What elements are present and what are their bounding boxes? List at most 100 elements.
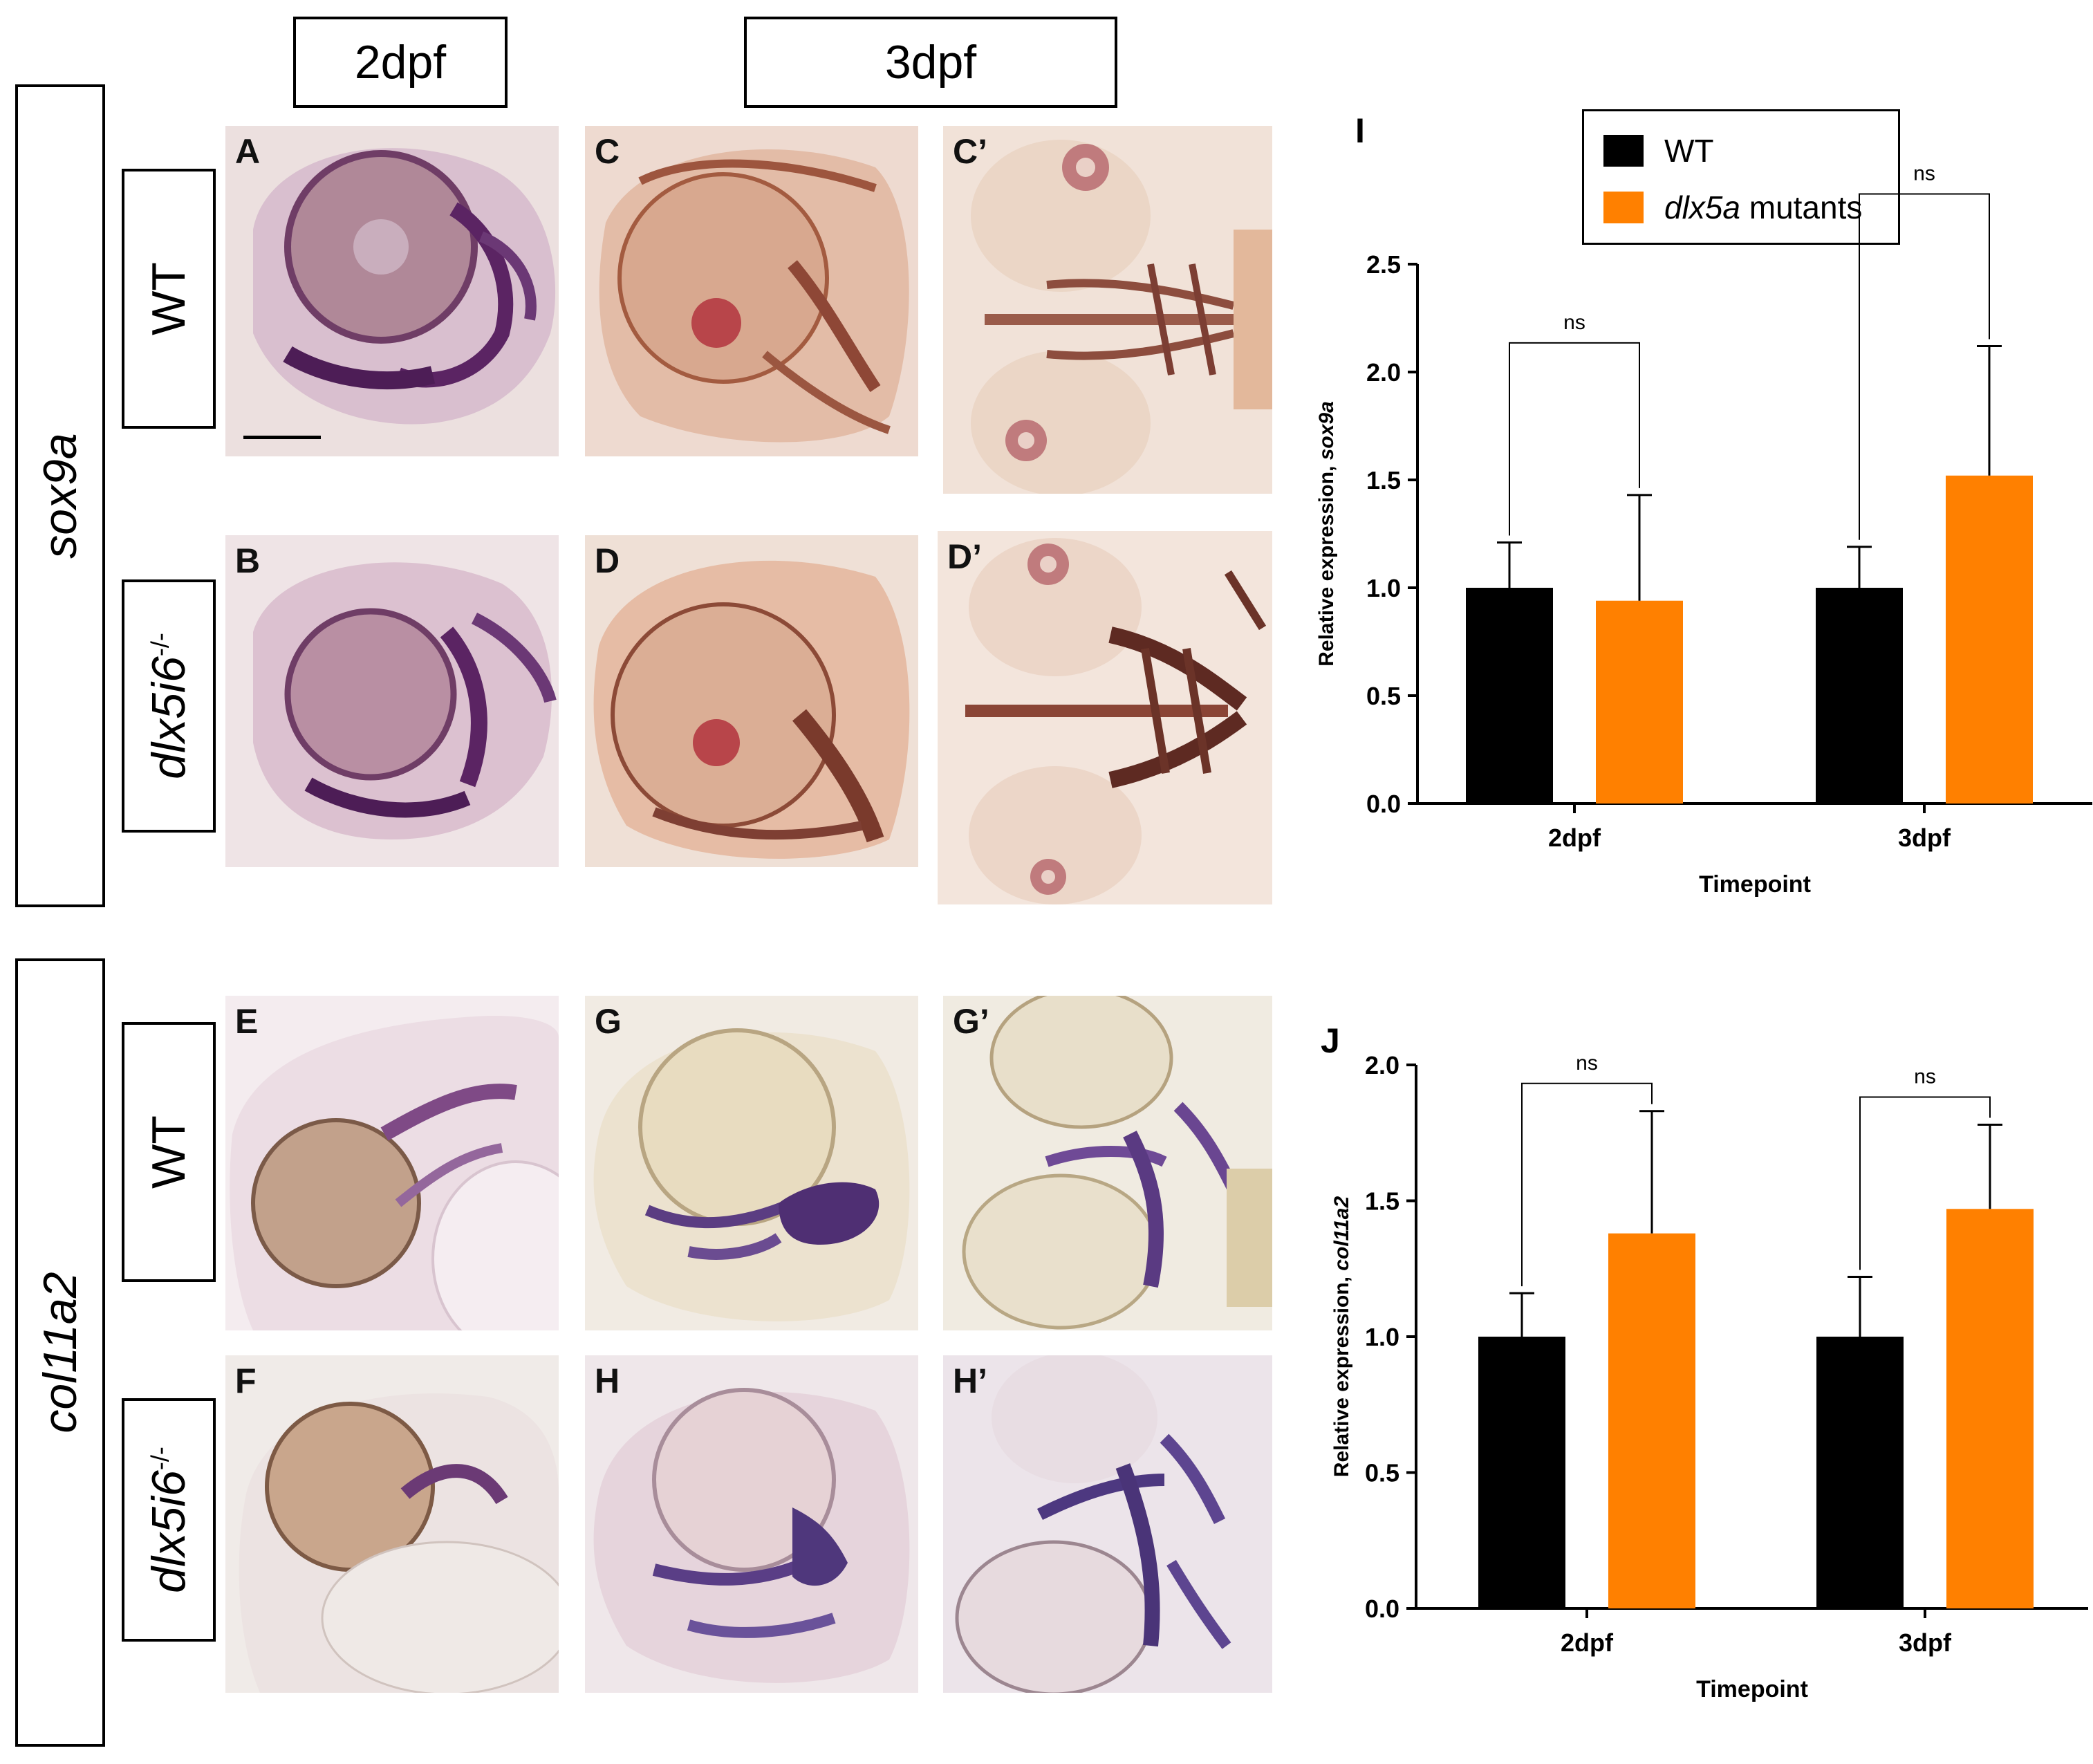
panel-label-G: G: [595, 1002, 622, 1041]
image-panel-Cp: C’: [943, 126, 1272, 494]
x-tick-label: 3dpf: [1899, 1628, 1952, 1657]
mutant-base-2: dlx5i6: [142, 1470, 195, 1593]
panel-label-Cp: C’: [953, 132, 987, 171]
genotype-label-wt-2: WT: [122, 1022, 216, 1282]
y-tick-label: 0.0: [1365, 1595, 1399, 1623]
significance-bracket: [1509, 342, 1640, 536]
bar-3dpf-mutant: [1946, 475, 2033, 804]
significance-label: ns: [1576, 1052, 1598, 1075]
significance-label: ns: [1563, 311, 1585, 334]
genotype-label-mut-1: dlx5i6-/-: [122, 579, 216, 833]
chart-J: J 0.0 0.5 1.0 1.5 2.0 ns 2dpf ns 3dpf Timepoint Re…: [1300, 1010, 2093, 1764]
mutant-base-1: dlx5i6: [142, 656, 195, 779]
y-axis-label: Relative expression, col11a2: [1330, 1196, 1353, 1478]
y-tick-label: 0.5: [1366, 682, 1401, 710]
panel-label-Hp: H’: [953, 1362, 987, 1400]
legend-label-wt: WT: [1664, 133, 1714, 169]
embryo-lateral-3dpf-sox9a-mut: [593, 560, 910, 859]
image-panel-C: C: [585, 126, 918, 456]
y-tick-label: 0.0: [1366, 790, 1401, 818]
legend-swatch-mutant: [1603, 192, 1644, 223]
legend-swatch-wt: [1603, 135, 1644, 167]
significance-bracket: [1859, 1096, 1991, 1270]
chart-letter-J: J: [1321, 1021, 1340, 1060]
image-panel-F: F: [225, 1355, 559, 1693]
significance-bracket: [1859, 193, 1990, 540]
bar-3dpf-wt: [1816, 1337, 1904, 1608]
y-tick-label: 2.0: [1366, 358, 1401, 387]
y-tick-label: 2.0: [1365, 1051, 1399, 1079]
bar-2dpf-mutant: [1608, 1233, 1695, 1608]
x-tick-label: 2dpf: [1548, 824, 1601, 852]
significance-bracket: [1521, 1082, 1653, 1287]
row-label-col11a2-text: col11a2: [34, 1272, 86, 1433]
x-tick-label: 3dpf: [1898, 824, 1951, 852]
panel-label-Dp: D’: [947, 537, 982, 576]
panel-label-H: H: [595, 1362, 620, 1400]
embryo-lateral-3dpf-col11a2-wt: [593, 1028, 910, 1321]
legend-item-wt: WT: [1603, 132, 1714, 169]
genotype-label-wt-1: WT: [122, 169, 216, 429]
image-panel-G: G: [585, 996, 918, 1330]
genotype-mut-1-text: dlx5i6-/-: [142, 633, 196, 779]
chart-I: I 0.0 0.5 1.0 1.5 2.0 2.5 ns 2dpf ns 3dpf Timepoin…: [1300, 111, 2093, 913]
x-axis-label: Timepoint: [1699, 871, 1811, 898]
embryo-ventral-3dpf-col11a2-mut: [955, 1355, 1231, 1693]
bar-2dpf-wt: [1478, 1337, 1565, 1608]
bar-2dpf-wt: [1466, 588, 1553, 804]
image-panel-B: B: [225, 535, 559, 867]
x-tick-label: 2dpf: [1561, 1628, 1614, 1657]
image-panel-A: A: [225, 126, 559, 456]
panel-label-C: C: [595, 132, 620, 171]
mutant-sup-1: -/-: [145, 633, 174, 657]
chart-legend: WT dlx5a mutants: [1582, 109, 1900, 245]
bar-3dpf-wt: [1816, 588, 1903, 804]
panel-label-F: F: [235, 1362, 257, 1400]
image-panel-Gp: G’: [943, 996, 1272, 1330]
header-2dpf-text: 2dpf: [354, 36, 447, 89]
embryo-ventral-3dpf-col11a2-wt: [962, 996, 1272, 1330]
image-panel-Dp: D’: [938, 531, 1272, 904]
y-tick-label: 1.0: [1365, 1323, 1399, 1351]
header-3dpf-text: 3dpf: [884, 36, 977, 89]
image-panel-H: H: [585, 1355, 918, 1693]
image-panel-D: D: [585, 535, 918, 867]
embryo-ventral-3dpf-sox9a-mut: [965, 538, 1267, 904]
significance-label: ns: [1914, 1065, 1936, 1088]
panel-label-D: D: [595, 541, 620, 580]
embryo-lateral-3dpf-sox9a-wt: [599, 149, 909, 443]
genotype-wt-2-text: WT: [142, 1115, 195, 1189]
row-label-sox9a: sox9a: [15, 84, 105, 907]
legend-mutant-rest: mutants: [1740, 189, 1863, 225]
panel-label-A: A: [235, 132, 261, 171]
significance-label: ns: [1913, 163, 1935, 185]
chart-I-svg: 0.0 0.5 1.0 1.5 2.0 2.5 ns 2dpf ns 3dpf Timepoint R…: [1315, 163, 2092, 898]
bar-2dpf-mutant: [1596, 600, 1683, 804]
y-tick-label: 0.5: [1365, 1459, 1399, 1487]
genotype-mut-2-text: dlx5i6-/-: [142, 1447, 196, 1593]
embryo-ventral-3dpf-sox9a-wt: [971, 140, 1272, 494]
y-tick-label: 1.5: [1366, 466, 1401, 494]
embryo-lateral-2dpf-col11a2-wt: [230, 1016, 559, 1330]
embryo-lateral-2dpf-sox9a-mut: [253, 562, 557, 839]
y-tick-label: 1.5: [1365, 1187, 1399, 1216]
image-panel-E: E: [225, 996, 559, 1330]
panel-label-E: E: [235, 1002, 259, 1041]
row-label-sox9a-text: sox9a: [34, 433, 86, 559]
legend-mutant-gene: dlx5a: [1664, 189, 1740, 225]
image-panel-Hp: H’: [943, 1355, 1272, 1693]
panel-label-Gp: G’: [953, 1002, 989, 1041]
legend-item-mutant: dlx5a mutants: [1603, 189, 1862, 226]
chart-letter-I: I: [1355, 111, 1365, 150]
y-tick-label: 1.0: [1366, 574, 1401, 602]
x-axis-label: Timepoint: [1696, 1676, 1808, 1702]
embryo-lateral-2dpf-sox9a-wt: [253, 148, 556, 425]
header-2dpf: 2dpf: [293, 17, 508, 108]
bar-3dpf-mutant: [1946, 1209, 2034, 1608]
y-axis-label: Relative expression, sox9a: [1315, 401, 1338, 667]
panel-label-B: B: [235, 541, 261, 580]
scale-bar: [243, 436, 321, 439]
mutant-sup-2: -/-: [145, 1447, 174, 1471]
chart-J-svg: 0.0 0.5 1.0 1.5 2.0 ns 2dpf ns 3dpf Timepoint Rela…: [1330, 1051, 2088, 1702]
